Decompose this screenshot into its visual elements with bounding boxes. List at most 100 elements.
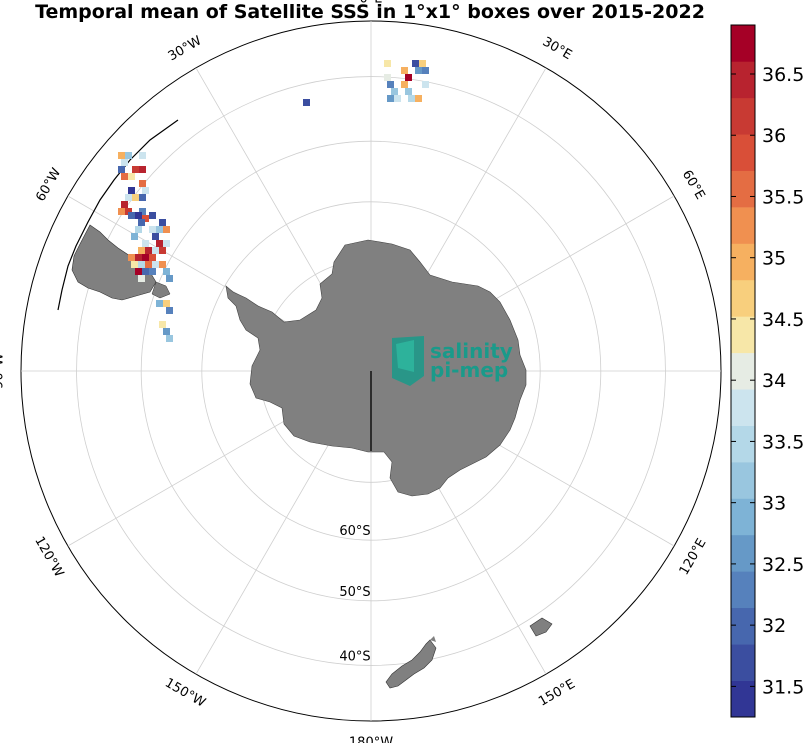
colorbar-tick-label: 32.5	[762, 554, 804, 576]
meridian-line	[195, 67, 344, 324]
sss-cell	[118, 152, 125, 159]
longitude-label: 60°W	[33, 166, 64, 205]
longitude-label: 90°E	[736, 355, 741, 386]
salinity-pi-mep-logo: salinity pi-mep	[392, 336, 513, 386]
sss-cell	[391, 88, 398, 95]
longitude-label: 120°W	[31, 534, 66, 580]
sss-cell	[145, 261, 152, 268]
sss-cell	[166, 335, 173, 342]
sss-cell	[125, 208, 132, 215]
island-chile-fragments	[151, 281, 171, 299]
sss-cell	[142, 268, 149, 275]
sss-cell	[394, 95, 401, 102]
logo-mark-highlight-icon	[396, 340, 414, 372]
sss-cell	[384, 60, 391, 67]
sss-cell	[159, 261, 166, 268]
sss-cell	[149, 226, 156, 233]
south-america-tip	[71, 224, 157, 301]
sss-cell	[163, 226, 170, 233]
longitude-label: 30°E	[540, 35, 575, 64]
sss-cell	[138, 261, 145, 268]
colorbar-tick-label: 33	[762, 493, 786, 515]
sss-cell	[118, 166, 125, 173]
longitude-label: 30°W	[166, 33, 205, 64]
sss-cell	[405, 88, 412, 95]
longitude-label: 180°W	[349, 736, 393, 743]
sss-cell	[156, 300, 163, 307]
small-island	[430, 636, 436, 642]
sss-cell	[163, 268, 170, 275]
colorbar-tick-label: 34.5	[762, 309, 804, 331]
sss-cell	[384, 74, 391, 81]
polar-map[interactable]: salinity pi-mep 0°E 30°E 60°E 90°E 120°E 150°…	[0, 0, 740, 743]
sss-cell	[408, 95, 415, 102]
sss-cell	[422, 81, 429, 88]
sss-cell	[163, 328, 170, 335]
sss-cell	[415, 95, 422, 102]
colorbar-tick-label: 36	[762, 125, 786, 147]
longitude-label: 150°E	[536, 677, 578, 710]
sss-cell	[118, 208, 125, 215]
colorbar-tick-label: 32	[762, 615, 786, 637]
longitude-label: 60°E	[679, 168, 708, 203]
sss-cell	[128, 212, 135, 219]
sss-cell	[156, 240, 163, 247]
sss-cell	[142, 254, 149, 261]
sss-cell	[135, 254, 142, 261]
sss-cell	[132, 166, 139, 173]
sss-cell	[128, 173, 135, 180]
sss-cell	[163, 300, 170, 307]
antarctica-landmass	[225, 239, 527, 497]
latitude-label: 60°S	[339, 524, 370, 539]
sss-cell	[139, 152, 146, 159]
sss-cell	[163, 240, 170, 247]
sss-cell	[139, 194, 146, 201]
longitude-label: 150°W	[162, 676, 208, 711]
meridian-line	[195, 418, 344, 675]
sss-cell	[135, 226, 142, 233]
sss-cell	[128, 254, 135, 261]
sss-cell	[422, 67, 429, 74]
latitude-label: 50°S	[339, 585, 370, 600]
logo-text-line1: salinity	[430, 339, 513, 363]
colorbar-tick-label: 35	[762, 248, 786, 270]
sss-cell	[125, 194, 132, 201]
sss-cell	[131, 261, 138, 268]
sss-cell	[138, 219, 145, 226]
sss-cell	[159, 219, 166, 226]
sss-cell	[128, 187, 135, 194]
sss-cell	[139, 166, 146, 173]
longitude-label: 120°E	[677, 536, 710, 578]
meridian-line	[67, 398, 324, 547]
colorbar-tick-label: 35.5	[762, 186, 804, 208]
sss-cell	[139, 180, 146, 187]
sss-cell	[121, 159, 128, 166]
logo-text-line2: pi-mep	[430, 358, 508, 382]
sss-cell	[405, 74, 412, 81]
sss-cell	[415, 67, 422, 74]
colorbar-ticks: 31.5 32 32.5 33 33.5 34 34.5 35 35.5 36 36.5	[731, 64, 804, 698]
latitude-label: 40°S	[339, 649, 370, 664]
sss-cell	[149, 268, 156, 275]
sss-cell	[156, 226, 163, 233]
sss-cell	[132, 194, 139, 201]
sss-cell	[152, 233, 159, 240]
sss-cell	[303, 99, 310, 106]
sss-cell	[142, 187, 149, 194]
new-zealand-north	[529, 617, 553, 637]
sss-cell	[135, 212, 142, 219]
sss-cell	[159, 321, 166, 328]
sss-cell	[149, 254, 156, 261]
longitude-label: 0°E	[360, 0, 383, 7]
colorbar-tick-label: 31.5	[762, 676, 804, 698]
sss-cell	[152, 247, 159, 254]
sss-cell	[139, 208, 146, 215]
sss-cell	[121, 173, 128, 180]
sss-cell	[142, 240, 149, 247]
sss-cell	[401, 81, 408, 88]
sss-cell	[121, 201, 128, 208]
sss-cell	[142, 215, 149, 222]
new-zealand-south	[385, 639, 437, 689]
sss-cell	[145, 247, 152, 254]
chart-title: Temporal mean of Satellite SSS in 1°x1° …	[35, 1, 705, 23]
